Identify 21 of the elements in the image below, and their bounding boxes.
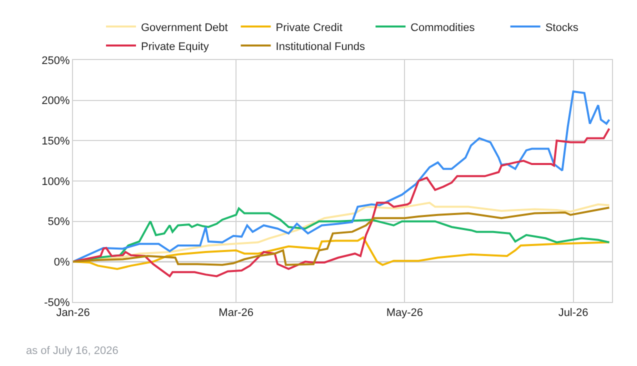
y-tick-label: 100% <box>42 176 70 188</box>
y-tick-label: 150% <box>42 136 70 148</box>
y-tick-label: 0% <box>54 256 70 269</box>
x-tick-label: Jan-26 <box>56 307 90 320</box>
x-tick-label: Jul-26 <box>558 307 588 320</box>
legend-label: Government Debt <box>141 22 228 34</box>
line-series <box>73 236 610 270</box>
text: as of July 16, 2026 <box>26 345 118 357</box>
y-tick-label: 50% <box>48 216 70 228</box>
legend-label: Institutional Funds <box>276 40 366 53</box>
legend-label: Private Credit <box>276 22 342 34</box>
y-tick-label: 250% <box>42 54 70 67</box>
x-tick-label: May-26 <box>386 307 424 320</box>
line-series <box>73 90 610 263</box>
legend-label: Private Equity <box>141 40 210 53</box>
legend-label: Commodities <box>410 22 476 34</box>
line-series <box>73 128 610 278</box>
legend-label: Stocks <box>545 22 579 34</box>
y-tick-label: -50% <box>44 296 70 309</box>
x-tick-label: Mar-26 <box>218 307 254 320</box>
y-tick-label: 200% <box>42 95 70 108</box>
